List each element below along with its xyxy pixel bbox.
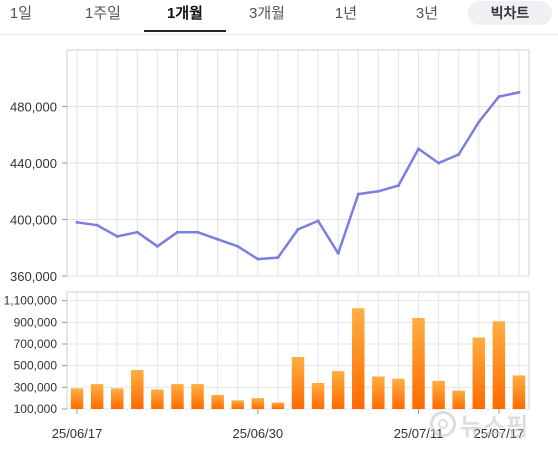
volume-bar bbox=[452, 390, 465, 409]
volume-bar bbox=[512, 375, 526, 409]
tab-1year[interactable]: 1년 bbox=[334, 5, 358, 22]
volume-bar bbox=[331, 371, 345, 409]
volume-bar bbox=[412, 318, 425, 409]
price-point bbox=[115, 234, 119, 238]
volume-tick-label: 700,000 bbox=[14, 337, 58, 351]
volume-y-axis: 1,100,000 900,000 700,000 500,000 300,000 100… bbox=[4, 294, 67, 416]
volume-bar bbox=[432, 380, 445, 409]
volume-bar bbox=[311, 383, 325, 409]
price-point bbox=[497, 95, 501, 99]
price-tick-label: 360,000 bbox=[10, 269, 57, 284]
volume-bar bbox=[291, 357, 305, 409]
price-point bbox=[296, 227, 300, 231]
x-tick-label: 25/07/17 bbox=[474, 426, 525, 441]
price-point bbox=[376, 189, 380, 193]
price-point bbox=[135, 230, 139, 234]
tab-1day[interactable]: 1일 bbox=[9, 5, 33, 22]
price-point bbox=[517, 90, 521, 94]
volume-bar bbox=[131, 370, 144, 409]
price-point bbox=[256, 257, 260, 261]
price-point bbox=[196, 230, 200, 234]
volume-tick-label: 300,000 bbox=[14, 380, 58, 394]
price-chart-grid bbox=[66, 49, 530, 277]
tab-3years[interactable]: 3년 bbox=[415, 5, 439, 22]
price-line-series bbox=[75, 90, 521, 261]
stock-chart: 480,000 440,000 400,000 360,000 1,100,000 90… bbox=[4, 49, 530, 441]
price-point bbox=[336, 251, 340, 255]
x-tick-label: 25/06/30 bbox=[233, 426, 284, 441]
price-point bbox=[457, 153, 461, 157]
volume-bar bbox=[151, 389, 164, 409]
price-point bbox=[356, 192, 360, 196]
volume-bar bbox=[110, 388, 124, 409]
price-y-axis: 480,000 440,000 400,000 360,000 bbox=[10, 100, 67, 284]
price-point bbox=[477, 120, 481, 124]
price-tick-label: 400,000 bbox=[10, 213, 57, 228]
volume-tick-label: 900,000 bbox=[14, 315, 58, 329]
price-tick-label: 480,000 bbox=[10, 100, 57, 115]
tab-1week[interactable]: 1주일 bbox=[85, 5, 121, 22]
price-point bbox=[417, 147, 421, 151]
price-point bbox=[276, 256, 280, 260]
volume-bar bbox=[70, 388, 84, 409]
volume-tick-label: 100,000 bbox=[14, 402, 58, 416]
volume-bar bbox=[191, 384, 204, 409]
price-point bbox=[396, 184, 400, 188]
volume-tick-label: 1,100,000 bbox=[4, 294, 58, 308]
price-point bbox=[216, 237, 220, 241]
x-tick-label: 25/06/17 bbox=[52, 426, 103, 441]
tab-1month[interactable]: 1개월 bbox=[144, 0, 226, 32]
volume-bar bbox=[211, 394, 224, 409]
volume-bar bbox=[472, 337, 486, 409]
volume-tick-label: 500,000 bbox=[14, 359, 58, 373]
price-point bbox=[437, 161, 441, 165]
watermark-logo-icon bbox=[430, 411, 456, 437]
volume-bar bbox=[251, 398, 265, 409]
volume-bar bbox=[90, 384, 104, 409]
tab-3months[interactable]: 3개월 bbox=[249, 5, 285, 22]
volume-bar bbox=[231, 400, 244, 409]
tab-bigchart[interactable]: 빅차트 bbox=[468, 1, 552, 25]
price-point bbox=[155, 244, 159, 248]
period-tabs: 1일 1주일 1개월 3개월 1년 3년 빅차트 bbox=[0, 0, 558, 35]
price-point bbox=[316, 219, 320, 223]
price-point bbox=[175, 230, 179, 234]
volume-bar bbox=[492, 321, 506, 409]
volume-bar bbox=[352, 308, 365, 409]
volume-bar bbox=[271, 402, 285, 409]
volume-bar bbox=[372, 376, 385, 409]
price-point bbox=[75, 220, 79, 224]
news-watermark: 뉴스핌 bbox=[430, 408, 550, 441]
price-point bbox=[236, 244, 240, 248]
volume-bar bbox=[171, 384, 184, 409]
volume-bar bbox=[392, 378, 405, 409]
watermark-text: 뉴스핌 bbox=[460, 413, 530, 441]
price-point bbox=[95, 223, 99, 227]
price-tick-label: 440,000 bbox=[10, 156, 57, 171]
volume-bar-series bbox=[70, 308, 526, 409]
